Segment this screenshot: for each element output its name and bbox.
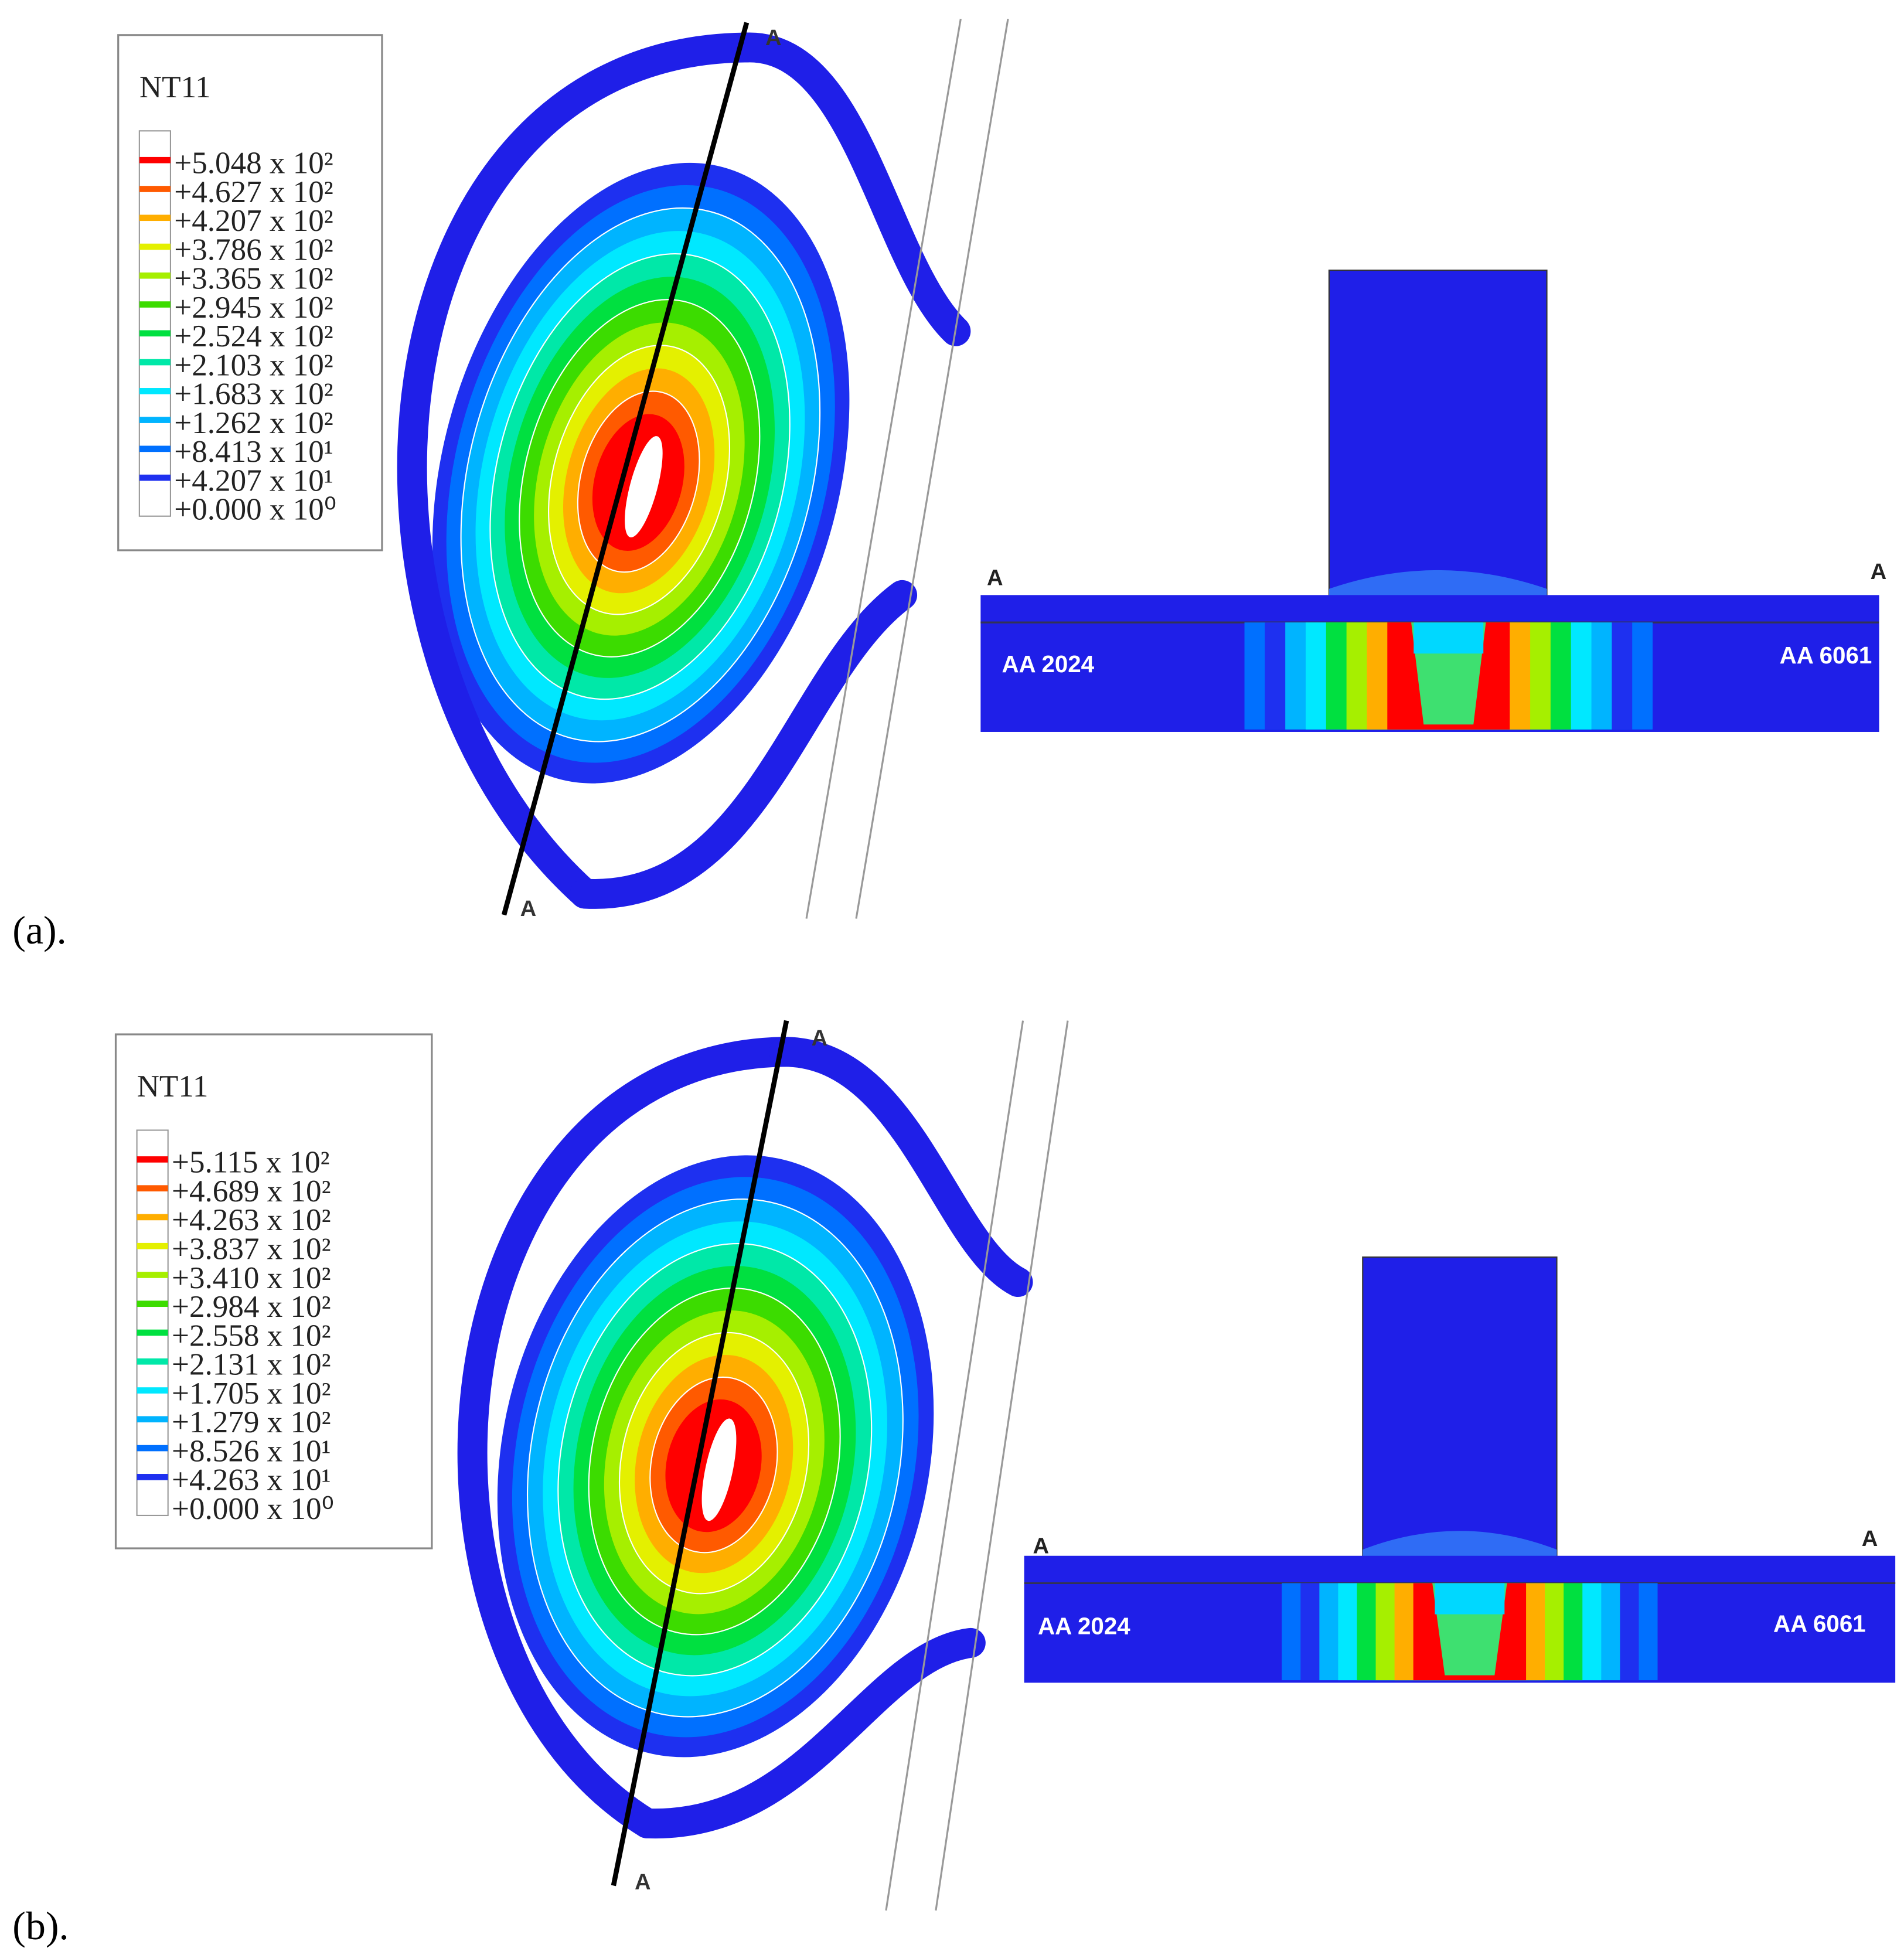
legend-entry: +1.683 x 10² <box>174 377 333 411</box>
section-label: A <box>635 1869 651 1895</box>
legend-swatch <box>137 1416 168 1423</box>
contour <box>431 161 851 785</box>
legend-swatch <box>137 1300 168 1307</box>
legend-entry: +2.524 x 10² <box>174 319 333 353</box>
legend-entry: +2.103 x 10² <box>174 348 333 382</box>
legend-swatch <box>139 388 171 394</box>
legend-entry: +0.000 x 10⁰ <box>174 493 336 527</box>
tool <box>1328 270 1548 621</box>
panel: NT11 +5.115 x 10²+4.689 x 10²+4.263 x 10²… <box>12 1020 1896 1948</box>
panel: NT11 +5.048 x 10²+4.627 x 10²+4.207 x 10²… <box>12 18 1887 952</box>
legend-swatch <box>137 1156 168 1163</box>
contour <box>496 1154 935 1759</box>
outer-band <box>769 1037 1033 1297</box>
legend-entry: +4.627 x 10² <box>174 175 333 209</box>
legend-entry: +2.984 x 10² <box>172 1290 331 1324</box>
legend-entry: +2.558 x 10² <box>172 1319 331 1353</box>
rail-line <box>855 18 1009 919</box>
outer-band <box>632 1627 986 1838</box>
legend-entry: +2.131 x 10² <box>172 1348 331 1382</box>
legend-swatch <box>137 1387 168 1394</box>
legend-swatch <box>139 301 171 308</box>
legend-entry: +3.837 x 10² <box>172 1232 331 1266</box>
outer-band <box>397 32 762 909</box>
cross-section-label: A <box>1862 1526 1878 1551</box>
panel-label: (a). <box>12 908 66 952</box>
legend-swatch <box>139 359 171 366</box>
legend-entry: +3.786 x 10² <box>174 233 333 267</box>
material-label: AA 6061 <box>1773 1610 1866 1637</box>
legend-swatch <box>139 272 171 279</box>
legend-swatch <box>137 1242 168 1249</box>
section-label: A <box>812 1026 828 1051</box>
rail-line <box>935 1020 1069 1911</box>
material-label: AA 2024 <box>1038 1613 1130 1640</box>
legend-swatch <box>137 1214 168 1221</box>
stir-zone-top <box>1413 622 1484 654</box>
legend-entry: +4.207 x 10¹ <box>174 464 333 498</box>
outer-band <box>570 580 918 909</box>
legend-swatch <box>139 156 171 164</box>
legend-entry: +5.115 x 10² <box>172 1146 329 1180</box>
section-line <box>501 22 750 916</box>
legend-entry: +4.689 x 10² <box>172 1174 331 1208</box>
legend-entry: +1.279 x 10² <box>172 1405 331 1439</box>
legend-swatch <box>139 243 171 250</box>
legend-swatch <box>139 214 171 222</box>
section-label: A <box>765 25 782 50</box>
legend-entry: +1.262 x 10² <box>174 406 333 440</box>
legend-title: NT11 <box>139 70 211 104</box>
legend-swatch <box>137 1272 168 1278</box>
tool <box>1362 1256 1558 1582</box>
contour-void <box>701 1418 737 1521</box>
outer-band <box>731 32 971 346</box>
legend-entry: +4.207 x 10² <box>174 204 333 238</box>
stir-zone-top <box>1435 1583 1505 1615</box>
legend-entry: +5.048 x 10² <box>174 147 333 181</box>
rail-line <box>805 18 962 919</box>
legend-swatch <box>139 445 171 452</box>
cross-section-label: A <box>987 565 1003 590</box>
legend-entry: +8.413 x 10¹ <box>174 435 333 469</box>
legend-swatch <box>137 1329 168 1336</box>
material-label: AA 6061 <box>1780 642 1872 669</box>
legend-entry: +1.705 x 10² <box>172 1377 331 1411</box>
legend-entry: +8.526 x 10¹ <box>172 1434 331 1468</box>
legend-swatch <box>137 1358 168 1365</box>
legend-swatch <box>137 1445 168 1452</box>
legend-swatch <box>139 417 171 423</box>
material-label: AA 2024 <box>1002 651 1094 677</box>
legend-entry: +4.263 x 10² <box>172 1203 331 1237</box>
legend-swatch <box>139 186 171 192</box>
legend-entry: +3.365 x 10² <box>174 262 333 296</box>
panel-label: (b). <box>12 1903 69 1948</box>
legend-swatch <box>139 474 171 481</box>
legend-swatch <box>137 1185 168 1191</box>
cross-section-label: A <box>1871 559 1887 584</box>
legend-entry: +4.263 x 10¹ <box>172 1463 331 1497</box>
contour-void <box>625 436 663 537</box>
cross-section-label: A <box>1033 1534 1050 1559</box>
legend-swatch <box>139 330 171 337</box>
legend-entry: +2.945 x 10² <box>174 291 333 325</box>
section-label: A <box>520 896 537 921</box>
rail-line <box>885 1020 1024 1911</box>
legend-title: NT11 <box>137 1070 209 1104</box>
section-line <box>611 1020 789 1886</box>
outer-band <box>457 1037 799 1838</box>
legend-entry: +3.410 x 10² <box>172 1261 331 1295</box>
legend-entry: +0.000 x 10⁰ <box>172 1492 334 1526</box>
legend-swatch <box>137 1474 168 1480</box>
